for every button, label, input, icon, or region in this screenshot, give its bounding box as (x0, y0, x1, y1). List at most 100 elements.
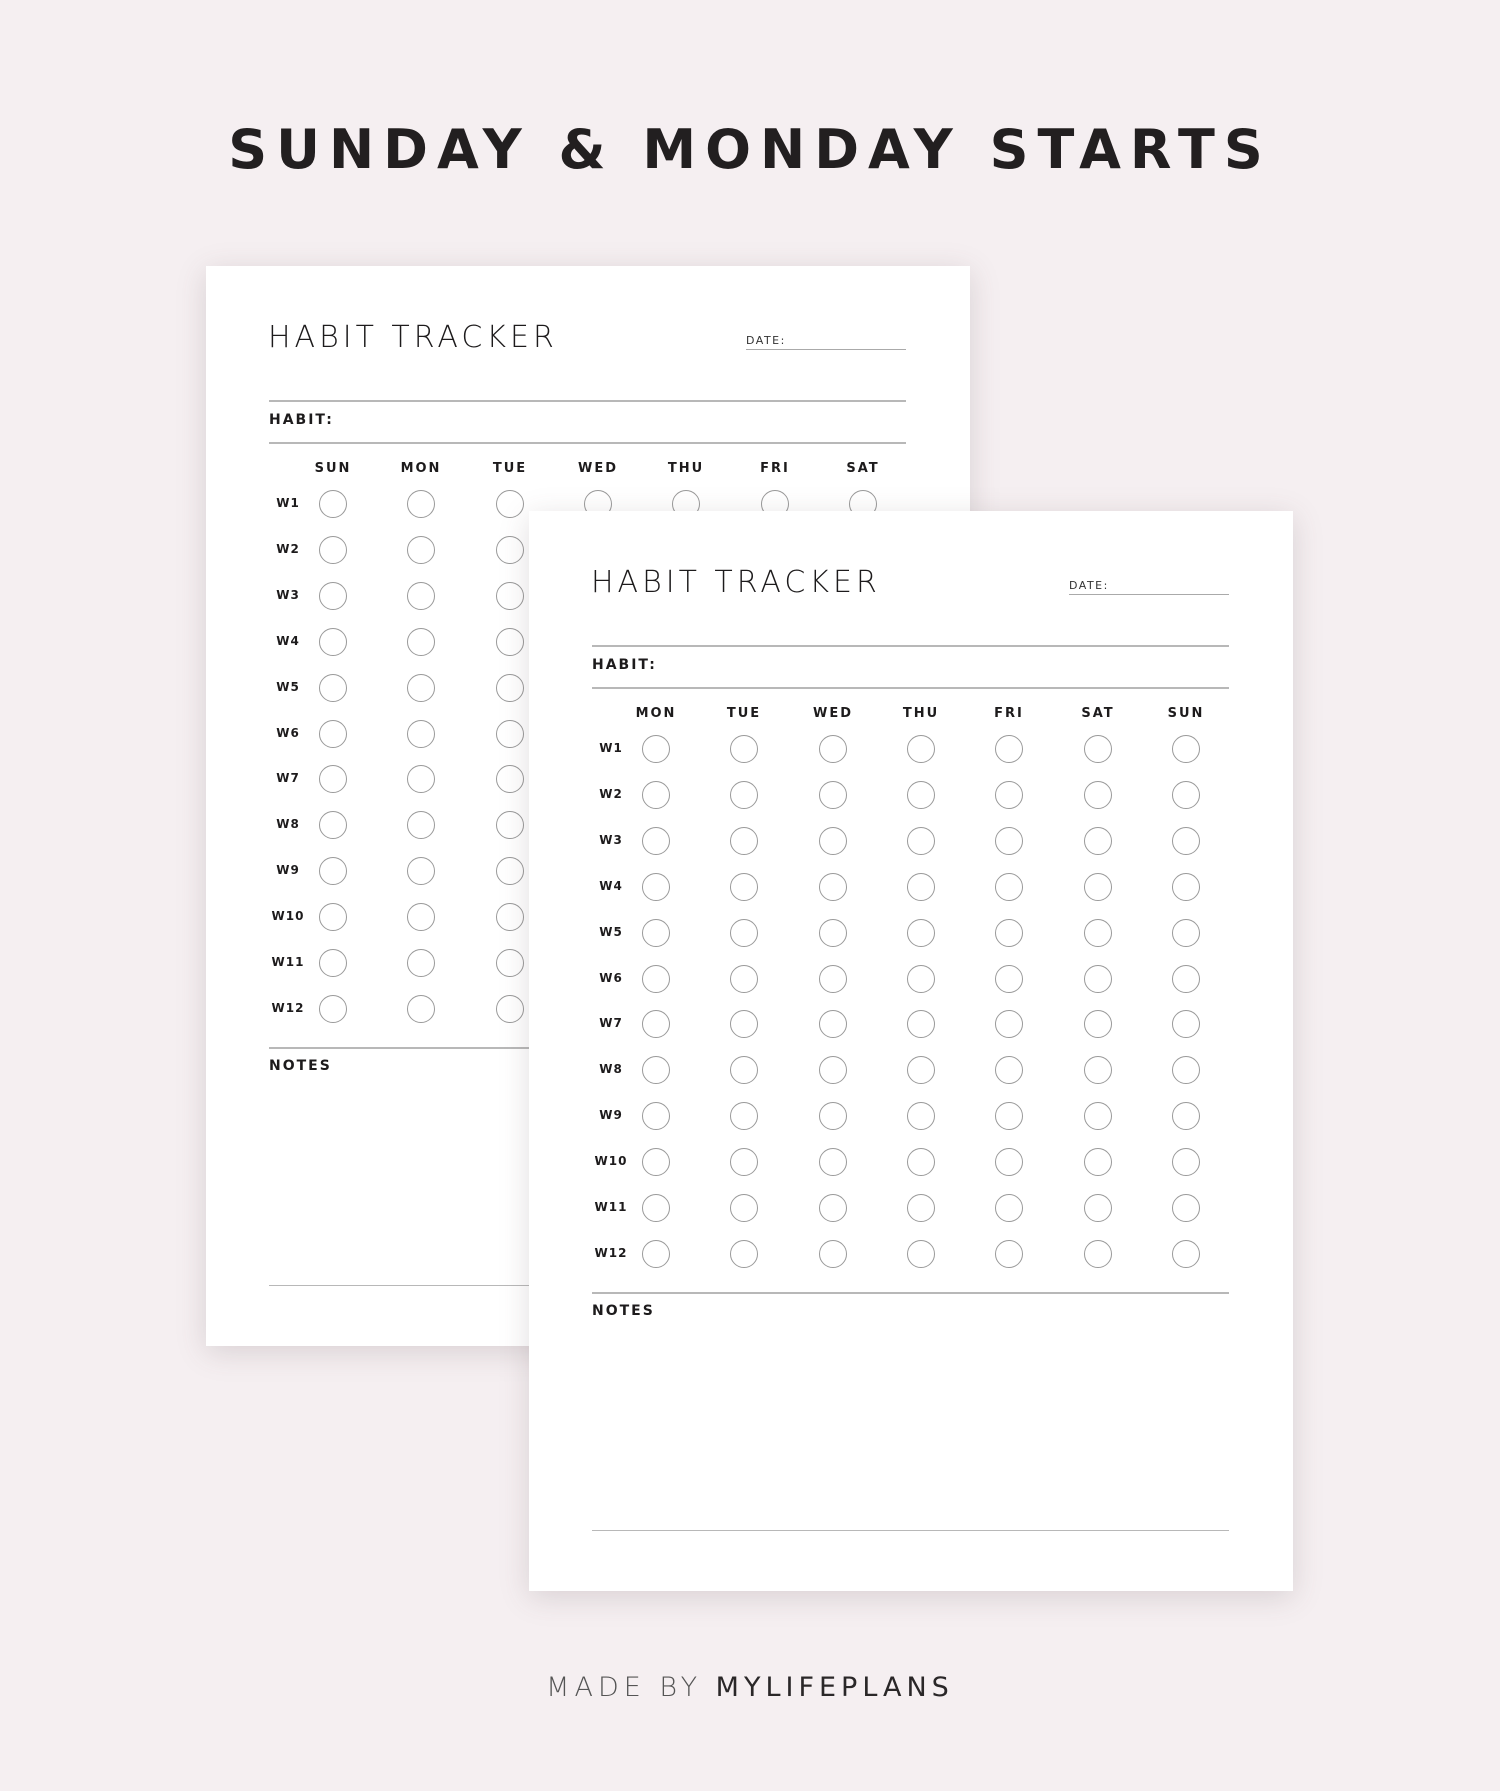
habit-checkbox-circle[interactable] (995, 1056, 1023, 1085)
habit-checkbox-circle[interactable] (407, 535, 435, 564)
habit-checkbox-circle[interactable] (407, 765, 435, 794)
habit-checkbox-circle[interactable] (995, 735, 1023, 763)
habit-checkbox-circle[interactable] (819, 1239, 847, 1268)
habit-checkbox-circle[interactable] (642, 1056, 670, 1085)
habit-field[interactable]: HABIT: (592, 657, 657, 673)
habit-checkbox-circle[interactable] (407, 811, 435, 840)
habit-checkbox-circle[interactable] (730, 1010, 758, 1039)
habit-checkbox-circle[interactable] (319, 535, 347, 564)
habit-checkbox-circle[interactable] (496, 490, 524, 518)
habit-checkbox-circle[interactable] (496, 581, 524, 610)
habit-checkbox-circle[interactable] (642, 1239, 670, 1268)
habit-checkbox-circle[interactable] (1084, 872, 1112, 901)
habit-checkbox-circle[interactable] (819, 872, 847, 901)
habit-checkbox-circle[interactable] (319, 581, 347, 610)
habit-checkbox-circle[interactable] (642, 735, 670, 763)
habit-checkbox-circle[interactable] (407, 490, 435, 518)
habit-checkbox-circle[interactable] (819, 964, 847, 993)
habit-checkbox-circle[interactable] (496, 765, 524, 794)
habit-checkbox-circle[interactable] (730, 918, 758, 947)
habit-checkbox-circle[interactable] (496, 903, 524, 932)
habit-checkbox-circle[interactable] (496, 994, 524, 1023)
habit-checkbox-circle[interactable] (642, 826, 670, 855)
habit-checkbox-circle[interactable] (1172, 1056, 1200, 1085)
habit-checkbox-circle[interactable] (496, 857, 524, 886)
habit-checkbox-circle[interactable] (407, 949, 435, 977)
habit-checkbox-circle[interactable] (995, 1148, 1023, 1177)
habit-checkbox-circle[interactable] (319, 994, 347, 1023)
habit-checkbox-circle[interactable] (995, 918, 1023, 947)
habit-checkbox-circle[interactable] (730, 1194, 758, 1222)
habit-field[interactable]: HABIT: (269, 412, 334, 428)
habit-checkbox-circle[interactable] (1172, 780, 1200, 809)
habit-checkbox-circle[interactable] (407, 627, 435, 656)
habit-checkbox-circle[interactable] (642, 872, 670, 901)
habit-checkbox-circle[interactable] (730, 735, 758, 763)
habit-checkbox-circle[interactable] (496, 627, 524, 656)
habit-checkbox-circle[interactable] (319, 490, 347, 518)
habit-checkbox-circle[interactable] (407, 903, 435, 932)
habit-checkbox-circle[interactable] (319, 903, 347, 932)
habit-checkbox-circle[interactable] (730, 780, 758, 809)
habit-checkbox-circle[interactable] (1172, 1102, 1200, 1131)
habit-checkbox-circle[interactable] (1084, 1148, 1112, 1177)
habit-checkbox-circle[interactable] (995, 1239, 1023, 1268)
habit-checkbox-circle[interactable] (496, 719, 524, 748)
habit-checkbox-circle[interactable] (1084, 1056, 1112, 1085)
habit-checkbox-circle[interactable] (730, 1102, 758, 1131)
habit-checkbox-circle[interactable] (907, 826, 935, 855)
habit-checkbox-circle[interactable] (907, 1056, 935, 1085)
habit-checkbox-circle[interactable] (730, 964, 758, 993)
habit-checkbox-circle[interactable] (642, 1010, 670, 1039)
habit-checkbox-circle[interactable] (730, 826, 758, 855)
habit-checkbox-circle[interactable] (730, 872, 758, 901)
habit-checkbox-circle[interactable] (1172, 872, 1200, 901)
habit-checkbox-circle[interactable] (496, 673, 524, 702)
habit-checkbox-circle[interactable] (1172, 1148, 1200, 1177)
habit-checkbox-circle[interactable] (1172, 735, 1200, 763)
habit-checkbox-circle[interactable] (995, 826, 1023, 855)
habit-checkbox-circle[interactable] (642, 1194, 670, 1222)
habit-checkbox-circle[interactable] (407, 581, 435, 610)
habit-checkbox-circle[interactable] (407, 857, 435, 886)
habit-checkbox-circle[interactable] (1084, 1010, 1112, 1039)
habit-checkbox-circle[interactable] (496, 949, 524, 977)
habit-checkbox-circle[interactable] (907, 780, 935, 809)
habit-checkbox-circle[interactable] (995, 1194, 1023, 1222)
habit-checkbox-circle[interactable] (907, 1194, 935, 1222)
habit-checkbox-circle[interactable] (1084, 964, 1112, 993)
habit-checkbox-circle[interactable] (995, 964, 1023, 993)
habit-checkbox-circle[interactable] (819, 780, 847, 809)
habit-checkbox-circle[interactable] (319, 857, 347, 886)
habit-checkbox-circle[interactable] (819, 735, 847, 763)
habit-checkbox-circle[interactable] (819, 1010, 847, 1039)
habit-checkbox-circle[interactable] (319, 765, 347, 794)
habit-checkbox-circle[interactable] (1172, 1010, 1200, 1039)
habit-checkbox-circle[interactable] (907, 872, 935, 901)
habit-checkbox-circle[interactable] (1084, 918, 1112, 947)
habit-checkbox-circle[interactable] (642, 780, 670, 809)
habit-checkbox-circle[interactable] (496, 535, 524, 564)
habit-checkbox-circle[interactable] (730, 1239, 758, 1268)
date-field[interactable]: DATE: (746, 334, 906, 350)
habit-checkbox-circle[interactable] (819, 1148, 847, 1177)
habit-checkbox-circle[interactable] (819, 918, 847, 947)
habit-checkbox-circle[interactable] (1084, 1239, 1112, 1268)
habit-checkbox-circle[interactable] (407, 994, 435, 1023)
habit-checkbox-circle[interactable] (1172, 1194, 1200, 1222)
habit-checkbox-circle[interactable] (995, 780, 1023, 809)
habit-checkbox-circle[interactable] (819, 826, 847, 855)
habit-checkbox-circle[interactable] (907, 1148, 935, 1177)
habit-checkbox-circle[interactable] (319, 811, 347, 840)
habit-checkbox-circle[interactable] (1084, 735, 1112, 763)
habit-checkbox-circle[interactable] (642, 918, 670, 947)
habit-checkbox-circle[interactable] (642, 1102, 670, 1131)
habit-checkbox-circle[interactable] (407, 673, 435, 702)
habit-checkbox-circle[interactable] (819, 1194, 847, 1222)
habit-checkbox-circle[interactable] (1172, 918, 1200, 947)
habit-checkbox-circle[interactable] (730, 1056, 758, 1085)
habit-checkbox-circle[interactable] (1084, 1194, 1112, 1222)
habit-checkbox-circle[interactable] (907, 964, 935, 993)
habit-checkbox-circle[interactable] (496, 811, 524, 840)
habit-checkbox-circle[interactable] (1084, 826, 1112, 855)
